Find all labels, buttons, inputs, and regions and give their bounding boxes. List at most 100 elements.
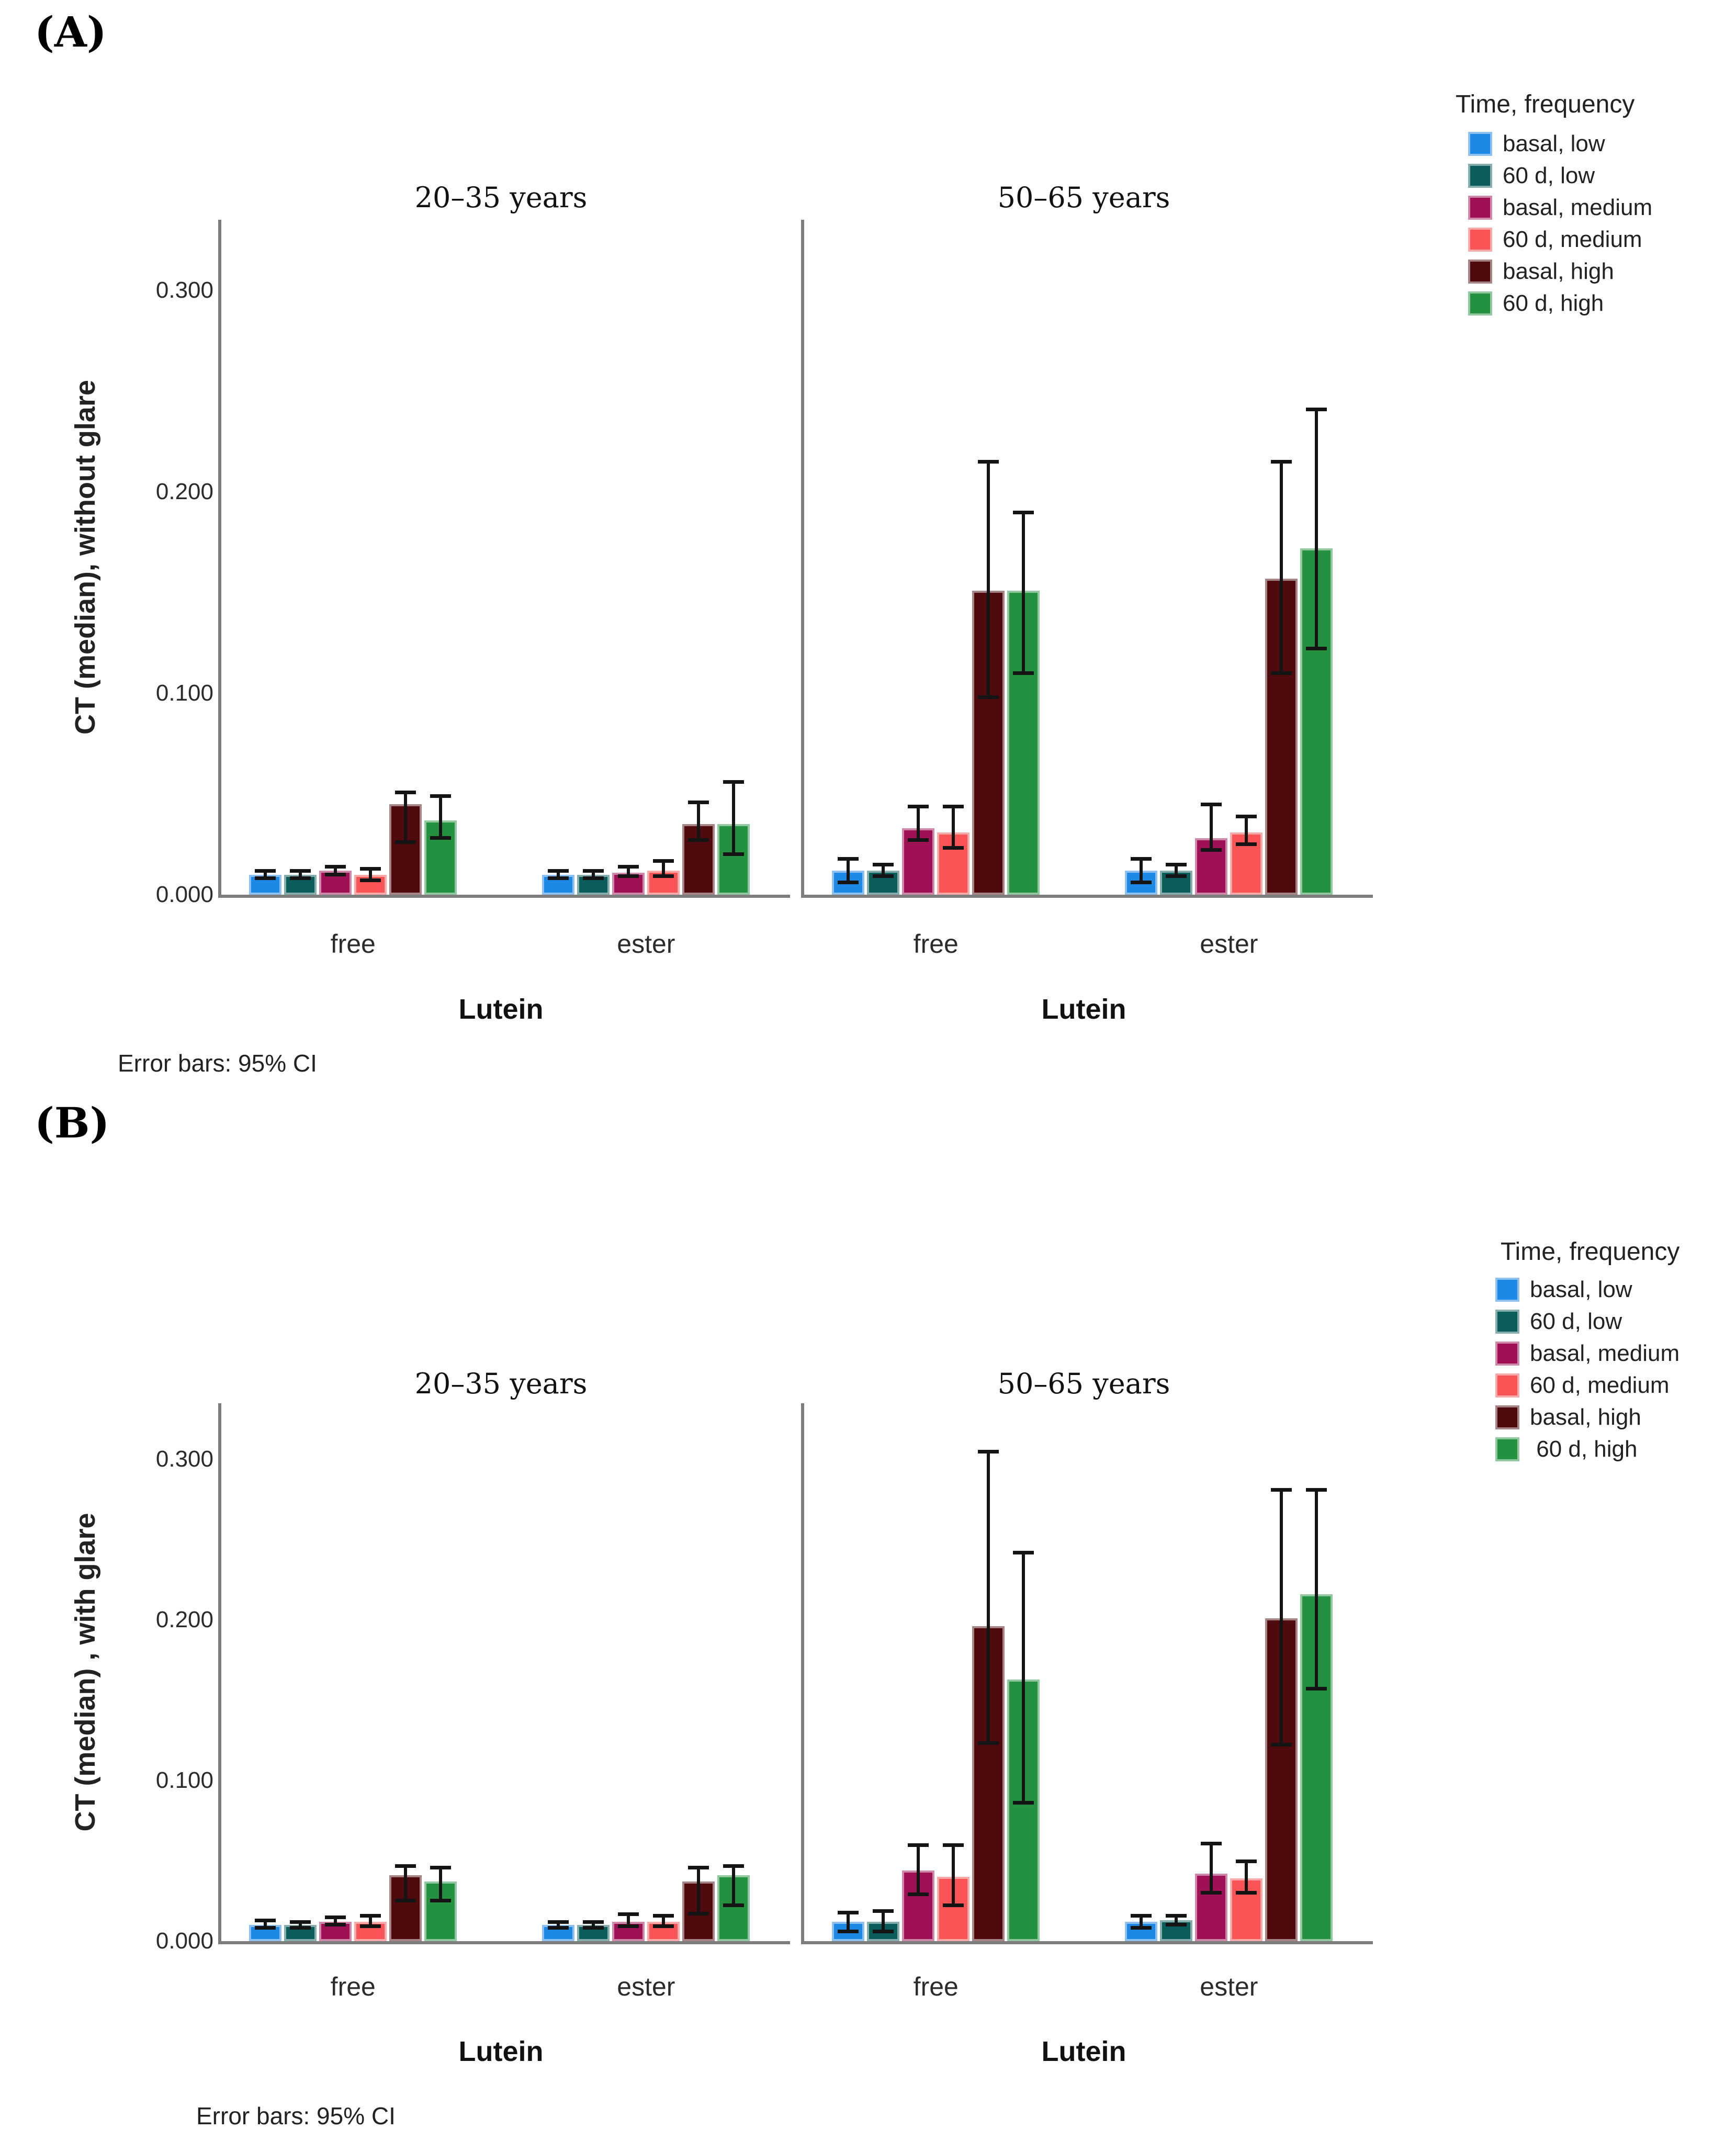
error-bar [299, 1922, 302, 1929]
legend-label: 60 d, low [1503, 163, 1595, 188]
error-bar [847, 858, 850, 883]
legend-title: Time, frequency [1501, 1238, 1680, 1266]
legend-swatch [1468, 260, 1492, 284]
category-label-free: free [913, 1972, 959, 2001]
error-bar-cap-bottom [1166, 1923, 1187, 1927]
legend-swatch [1468, 228, 1492, 252]
error-bar [987, 1451, 990, 1744]
error-bar-cap-bottom [1236, 842, 1257, 846]
error-bar-cap-bottom [430, 1899, 452, 1903]
error-bar [369, 868, 373, 881]
error-bar [627, 866, 630, 877]
error-bar-cap-top [653, 1913, 674, 1918]
legend-label: 60 d, medium [1503, 227, 1642, 252]
legend-swatch [1495, 1278, 1519, 1302]
error-bar [1140, 1915, 1143, 1929]
error-bar-cap-bottom [325, 1923, 346, 1927]
legend-label: 60 d, high [1530, 1436, 1638, 1462]
legend-swatch [1468, 164, 1492, 188]
error-bar [592, 870, 595, 879]
y-axis-line [801, 1403, 804, 1941]
category-label-ester: ester [617, 929, 675, 959]
error-bar-cap-top [1131, 857, 1152, 861]
legend-label: basal, high [1530, 1404, 1641, 1430]
error-bar-cap-top [1013, 510, 1034, 514]
category-label-free: free [330, 1972, 376, 2001]
category-label-ester: ester [1200, 1972, 1258, 2001]
error-bar-cap-bottom [908, 838, 929, 842]
error-bar-cap-bottom [723, 852, 745, 856]
error-bar-cap-bottom [395, 1899, 416, 1903]
error-bar-cap-bottom [1201, 848, 1222, 852]
error-bar [439, 1867, 443, 1901]
error-bar-cap-top [360, 866, 381, 871]
legend-swatch [1495, 1342, 1519, 1366]
y-tick-label: 0.000 [155, 882, 213, 907]
error-bar [404, 792, 408, 842]
error-bar [882, 1910, 885, 1932]
error-bar-cap-bottom [1013, 671, 1034, 675]
error-bar-cap-top [255, 869, 276, 873]
error-bar [917, 806, 920, 841]
panel-letter: (A) [35, 7, 107, 57]
legend-swatch [1495, 1310, 1519, 1334]
panel-letter: (B) [35, 1098, 110, 1147]
error-bar-cap-top [325, 1915, 346, 1919]
error-bar-cap-bottom [873, 874, 894, 878]
error-bar-cap-top [583, 869, 604, 873]
error-bar-cap-bottom [978, 695, 999, 699]
error-bar-cap-bottom [653, 1924, 674, 1929]
error-bar [592, 1922, 595, 1929]
error-bar-cap-top [1271, 1488, 1292, 1492]
error-bar [1022, 1552, 1025, 1803]
error-bar-cap-bottom [723, 1903, 745, 1908]
legend-swatch [1495, 1373, 1519, 1398]
error-bar-cap-top [688, 1865, 709, 1869]
error-bar-cap-top [395, 1864, 416, 1868]
error-bar-cap-top [1271, 460, 1292, 464]
error-bar-cap-top [1131, 1913, 1152, 1918]
error-bar [1245, 816, 1248, 844]
error-bar-cap-bottom [583, 1926, 604, 1930]
x-axis-line [801, 895, 1373, 898]
y-tick-label: 0.100 [155, 680, 213, 706]
error-bar [847, 1912, 850, 1932]
error-bar-cap-top [723, 780, 745, 784]
error-bar-cap-top [290, 869, 311, 873]
legend-swatch [1468, 291, 1492, 315]
error-bar [299, 870, 302, 879]
error-bar-cap-top [583, 1920, 604, 1924]
error-bar [662, 860, 666, 877]
error-bar [1210, 804, 1213, 851]
x-axis-title: Lutein [458, 994, 544, 1025]
error-bar-cap-bottom [290, 1926, 311, 1930]
subplot-title: 50–65 years [997, 1367, 1170, 1400]
error-bar [952, 806, 955, 849]
legend-label: basal, medium [1503, 195, 1653, 220]
y-tick-label: 0.000 [155, 1928, 213, 1954]
error-bar-cap-top [1201, 802, 1222, 806]
error-bar-cap-top [618, 1912, 639, 1916]
error-bars-footnote: Error bars: 95% CI [196, 2102, 396, 2129]
error-bar-cap-top [978, 460, 999, 464]
error-bar-cap-bottom [838, 880, 859, 884]
error-bar-cap-bottom [618, 1924, 639, 1929]
error-bar-cap-top [723, 1864, 745, 1868]
error-bar [1315, 409, 1318, 649]
y-axis-line [801, 220, 804, 895]
error-bar-cap-top [943, 804, 964, 808]
legend-swatch [1468, 196, 1492, 220]
error-bar-cap-top [290, 1920, 311, 1924]
error-bar-cap-top [1306, 408, 1327, 412]
error-bar-cap-bottom [395, 840, 416, 844]
error-bar-cap-bottom [360, 1924, 381, 1929]
x-axis-line [801, 1941, 1373, 1944]
category-label-free: free [330, 929, 376, 959]
error-bar-cap-bottom [618, 874, 639, 878]
error-bar-cap-top [908, 804, 929, 808]
error-bar [1210, 1843, 1213, 1893]
error-bar-cap-bottom [1131, 880, 1152, 884]
y-axis-label: CT (median) , with glare [70, 1513, 101, 1832]
error-bar-cap-top [1236, 1859, 1257, 1863]
